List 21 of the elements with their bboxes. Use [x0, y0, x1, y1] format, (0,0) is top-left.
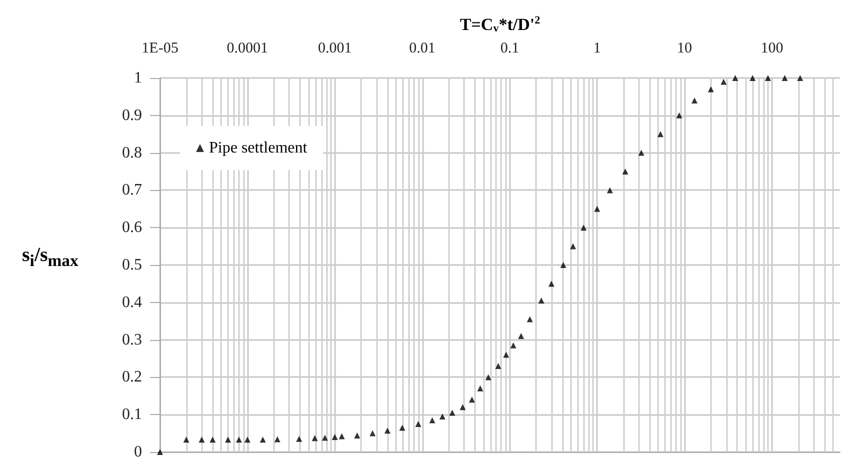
y-tick-label: 0.5	[122, 256, 142, 274]
y-tick-label: 0.8	[122, 144, 142, 162]
x-tick-label: 0.001	[318, 40, 352, 56]
x-tick-label: 100	[760, 40, 784, 56]
x-tick-label: 10	[677, 40, 692, 56]
y-tick-label: 0.1	[122, 406, 142, 424]
y-tick-label: 0.6	[122, 219, 142, 236]
y-axis-title: s$_{i}$/s$_{max}$	[22, 244, 78, 271]
x-tick-label: 0.1	[500, 40, 520, 56]
x-tick-label: 1E-05	[142, 40, 178, 56]
y-tick-label: 1	[134, 70, 142, 86]
legend-label: Pipe settlement	[209, 140, 308, 156]
x-tick-label: 1	[593, 40, 601, 56]
x-tick-label: 0.01	[409, 40, 436, 56]
y-tick-label: 0.7	[122, 182, 142, 199]
y-tick-label: 0.9	[122, 106, 142, 124]
y-tick-label: 0.2	[122, 368, 142, 386]
x-tick-label: 0.0001	[226, 40, 268, 56]
y-tick-label: 0	[134, 444, 142, 460]
y-tick-label: 0.4	[122, 294, 142, 311]
y-tick-label: 0.3	[122, 331, 142, 348]
